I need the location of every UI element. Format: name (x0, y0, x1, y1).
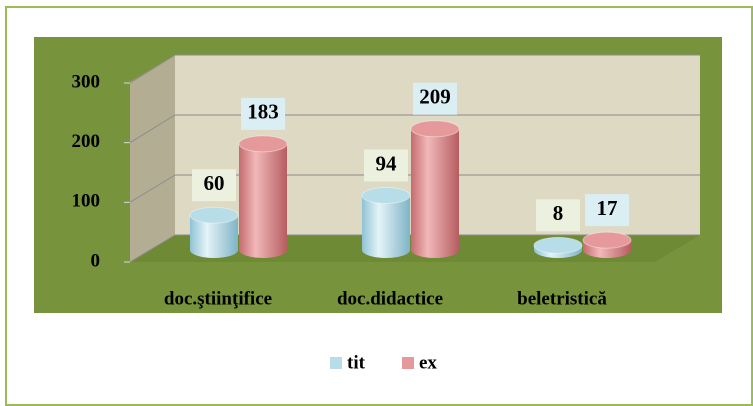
legend-label: tit (347, 352, 366, 373)
bar-body (411, 128, 459, 258)
y-tick-label: 0 (91, 250, 101, 271)
value-label: 8 (553, 201, 564, 225)
value-label-bg (536, 199, 580, 232)
bar-top (238, 135, 288, 153)
y-tick-label: 200 (72, 131, 101, 152)
bar-top (410, 120, 460, 138)
bar-body (190, 215, 238, 258)
value-label: 209 (419, 85, 451, 109)
bar (189, 206, 239, 258)
value-label-bg (413, 82, 457, 115)
bar (238, 135, 288, 258)
grid-line-side (129, 114, 176, 144)
bar-top (361, 186, 411, 204)
legend-label: ex (419, 352, 437, 373)
y-tick-label: 300 (72, 71, 101, 92)
value-label-bg (241, 97, 285, 130)
legend-swatch (402, 357, 414, 369)
bar-body (362, 195, 410, 258)
x-tick-label: doc.didactice (337, 288, 443, 309)
legend-swatch (330, 357, 342, 369)
grid-line-side (129, 54, 176, 84)
value-label-bg (364, 149, 408, 182)
value-label-bg (585, 194, 629, 227)
bar (361, 186, 411, 258)
bar (533, 236, 583, 258)
value-label-bg (192, 169, 236, 202)
bar-top (582, 231, 632, 249)
bar (410, 120, 460, 258)
bar (582, 231, 632, 258)
y-tick-label: 100 (72, 191, 101, 212)
value-label: 60 (204, 171, 225, 195)
bars: 60 94 8 183 209 17 (189, 82, 632, 258)
x-tick-label: beletristică (517, 288, 607, 309)
value-label: 94 (376, 151, 398, 175)
grid-line-side (129, 174, 176, 203)
bar-body (239, 143, 287, 258)
value-label: 183 (247, 100, 279, 124)
bar-top (533, 236, 583, 254)
grid-line-side (129, 234, 176, 263)
value-label: 17 (597, 196, 618, 220)
legend: tit ex (330, 352, 437, 373)
side-wall (130, 55, 175, 262)
bar-top (189, 206, 239, 224)
x-tick-label: doc.ştiinţifice (164, 288, 272, 309)
